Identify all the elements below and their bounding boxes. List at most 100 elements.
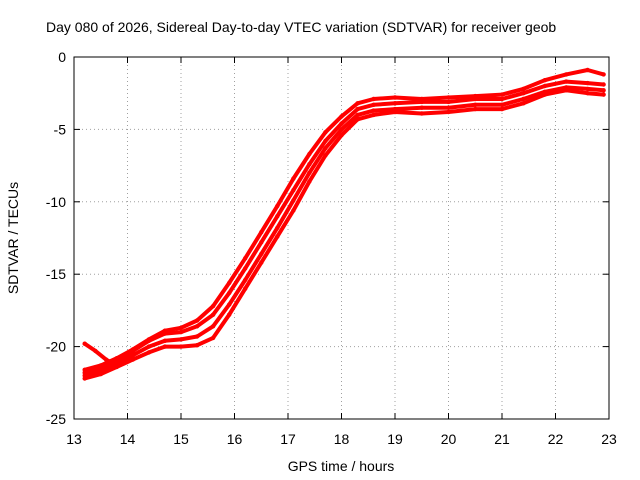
data-point	[542, 78, 547, 83]
data-point	[146, 337, 152, 342]
data-point	[371, 96, 376, 102]
data-point	[227, 312, 232, 317]
data-point	[339, 121, 344, 126]
data-point	[339, 127, 344, 132]
data-point	[307, 162, 312, 167]
data-point	[499, 106, 505, 112]
data-point	[392, 101, 398, 106]
x-tick-label: 22	[548, 431, 564, 447]
data-point	[194, 334, 200, 339]
data-point	[564, 79, 569, 84]
data-point	[243, 256, 248, 261]
data-point	[564, 72, 569, 77]
data-point	[419, 96, 424, 102]
data-point	[259, 251, 264, 257]
data-point	[355, 101, 360, 106]
data-point	[178, 329, 184, 335]
data-point	[585, 67, 590, 73]
data-point	[371, 112, 376, 118]
x-tick-label: 23	[601, 431, 617, 447]
data-point	[499, 102, 505, 108]
data-point	[275, 225, 280, 231]
data-point	[446, 109, 451, 115]
y-tick-label: -10	[46, 194, 66, 210]
data-point	[243, 286, 248, 291]
x-tick-label: 17	[280, 431, 296, 447]
data-point	[585, 80, 590, 86]
series-line-track-4	[82, 68, 606, 372]
data-point	[227, 290, 232, 296]
data-point	[109, 360, 114, 365]
data-point	[601, 72, 606, 77]
data-point	[114, 364, 120, 370]
data-point	[227, 302, 232, 307]
x-axis-label: GPS time / hours	[288, 458, 395, 474]
data-point	[323, 130, 328, 135]
data-point	[355, 117, 360, 122]
data-point	[446, 95, 451, 100]
data-point	[521, 91, 526, 96]
data-point	[371, 102, 376, 108]
data-point	[291, 176, 296, 181]
data-point	[93, 348, 98, 354]
chart-title: Day 080 of 2026, Sidereal Day-to-day VTE…	[46, 19, 556, 35]
data-point	[259, 260, 264, 265]
data-point	[162, 338, 168, 343]
data-point	[210, 335, 216, 341]
data-point	[178, 344, 184, 349]
data-point	[291, 198, 296, 203]
data-point	[473, 106, 478, 112]
data-point	[542, 92, 547, 97]
data-point	[601, 82, 606, 87]
data-point	[419, 105, 424, 110]
data-point	[446, 99, 451, 105]
data-point	[601, 92, 606, 97]
data-point	[146, 344, 152, 349]
data-point	[243, 277, 248, 283]
data-point	[82, 367, 87, 372]
y-tick-label: -25	[46, 411, 66, 427]
data-point	[210, 312, 216, 317]
data-point	[210, 303, 216, 309]
data-point	[323, 138, 328, 144]
data-point	[194, 318, 200, 323]
data-point	[114, 356, 120, 361]
data-point	[178, 325, 184, 330]
data-point	[392, 109, 398, 115]
series-layer	[82, 67, 606, 381]
tick-layer: 13 14 15 16 17 18 19 20 21 22 23 0 -5 -10 -15 -20 -25	[46, 49, 617, 447]
y-tick-label: 0	[58, 49, 66, 65]
x-tick-label: 21	[494, 431, 510, 447]
data-point	[499, 96, 505, 102]
y-tick-label: -20	[46, 339, 66, 355]
data-point	[98, 371, 104, 377]
data-point	[521, 101, 526, 106]
data-point	[146, 350, 152, 355]
data-point	[162, 328, 168, 333]
data-point	[521, 86, 526, 92]
data-point	[103, 357, 109, 362]
data-point	[227, 280, 232, 286]
x-tick-label: 18	[334, 431, 350, 447]
data-point	[419, 111, 424, 116]
data-point	[82, 341, 87, 346]
data-point	[355, 112, 360, 118]
data-point	[194, 324, 200, 329]
data-point	[162, 344, 168, 349]
y-tick-label: -15	[46, 266, 66, 282]
data-point	[499, 92, 505, 97]
data-point	[98, 363, 104, 368]
y-axis-label: SDTVAR / TECUs	[5, 182, 21, 294]
data-point	[130, 357, 135, 362]
data-point	[307, 151, 312, 157]
data-point	[339, 114, 344, 119]
data-point	[130, 347, 135, 352]
x-tick-label: 20	[441, 431, 457, 447]
data-point	[355, 106, 360, 112]
data-point	[291, 208, 296, 213]
data-point	[275, 203, 280, 209]
data-point	[564, 88, 569, 93]
data-point	[275, 234, 280, 239]
data-point	[82, 376, 87, 381]
